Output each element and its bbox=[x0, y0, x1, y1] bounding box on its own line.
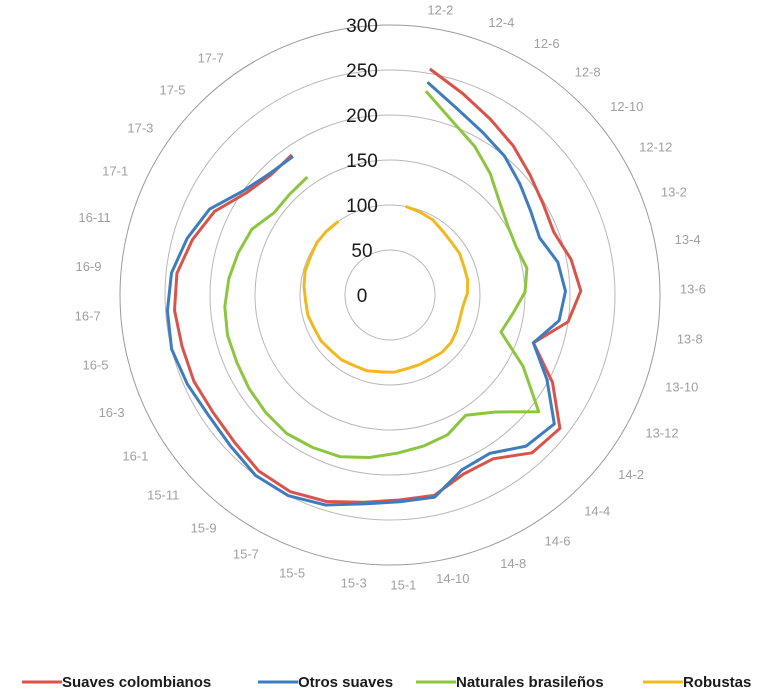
category-label: 15-9 bbox=[191, 521, 217, 536]
grid-ring-200 bbox=[209, 114, 571, 476]
ring-label: 200 bbox=[346, 106, 378, 127]
ring-label: 150 bbox=[346, 151, 378, 172]
category-label: 13-10 bbox=[665, 380, 698, 395]
category-label: 12-4 bbox=[488, 15, 514, 30]
category-label: 15-3 bbox=[341, 576, 367, 591]
grid-ring-100 bbox=[299, 204, 481, 386]
category-label: 13-8 bbox=[677, 331, 703, 346]
legend-label: Suaves colombianos bbox=[62, 674, 211, 691]
ring-label: 50 bbox=[351, 241, 372, 262]
category-label: 14-8 bbox=[500, 556, 526, 571]
category-label: 14-6 bbox=[545, 533, 571, 548]
category-label: 14-10 bbox=[436, 571, 469, 586]
category-label: 16-3 bbox=[99, 405, 125, 420]
grid-ring-150 bbox=[254, 159, 526, 431]
legend-label: Robustas bbox=[683, 674, 751, 691]
category-label: 14-2 bbox=[618, 467, 644, 482]
legend-label: Otros suaves bbox=[298, 674, 393, 691]
category-label: 17-3 bbox=[127, 120, 153, 135]
category-label: 12-8 bbox=[575, 64, 601, 79]
category-label: 13-4 bbox=[675, 232, 701, 247]
category-label: 17-5 bbox=[159, 82, 185, 97]
category-label: 15-1 bbox=[390, 578, 416, 593]
legend-label: Naturales brasileños bbox=[456, 674, 604, 691]
category-label: 13-12 bbox=[645, 425, 678, 440]
grid-ring-300 bbox=[119, 24, 661, 566]
category-label: 16-5 bbox=[82, 358, 108, 373]
ring-label: 0 bbox=[357, 286, 368, 307]
category-label: 12-10 bbox=[610, 99, 643, 114]
category-label: 15-11 bbox=[147, 487, 179, 502]
category-label: 16-7 bbox=[75, 309, 101, 324]
series-line-3 bbox=[302, 205, 470, 374]
category-label: 17-1 bbox=[102, 163, 128, 178]
category-label: 17-7 bbox=[198, 50, 224, 65]
series-line-0 bbox=[173, 67, 583, 504]
radar-category-labels: 12-2 12-4 12-6 12-8 12-10 12-12 13-2 13-4 13-6 13… bbox=[75, 2, 706, 592]
category-label: 12-2 bbox=[427, 2, 453, 17]
radar-series bbox=[165, 67, 583, 507]
grid-ring-250 bbox=[164, 69, 616, 521]
ring-label: 300 bbox=[346, 16, 378, 37]
category-label: 13-2 bbox=[661, 184, 687, 199]
ring-label: 250 bbox=[346, 61, 378, 82]
category-label: 15-7 bbox=[233, 547, 259, 562]
category-label: 15-5 bbox=[279, 565, 305, 580]
series-line-1 bbox=[165, 81, 567, 507]
category-label: 16-9 bbox=[75, 259, 101, 274]
category-label: 12-6 bbox=[534, 36, 560, 51]
category-label: 12-12 bbox=[639, 140, 672, 155]
category-label: 16-1 bbox=[122, 449, 148, 464]
category-label: 13-6 bbox=[680, 282, 706, 297]
category-label: 16-11 bbox=[78, 210, 110, 225]
chart-legend: Suaves colombianos Otros suaves Naturales … bbox=[22, 674, 751, 691]
series-line-2 bbox=[223, 90, 541, 459]
radar-ring-labels: 0 50 100 150 200 250 300 bbox=[346, 16, 378, 307]
category-label: 14-4 bbox=[584, 503, 610, 518]
ring-label: 100 bbox=[346, 196, 378, 217]
grid-ring-50 bbox=[344, 249, 436, 341]
